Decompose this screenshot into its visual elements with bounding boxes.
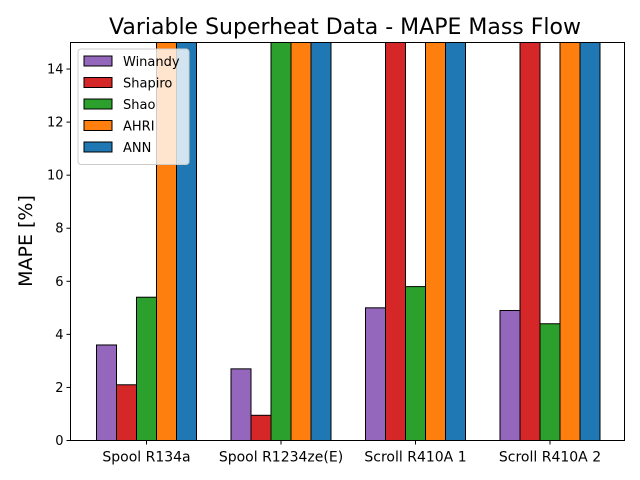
y-tick-label: 12 bbox=[47, 116, 64, 131]
bar-ann-2 bbox=[445, 42, 466, 441]
bar-shao-3 bbox=[539, 323, 561, 441]
legend-swatch-shao bbox=[83, 98, 113, 110]
y-tick-label: 0 bbox=[55, 434, 63, 449]
bar-shapiro-3 bbox=[519, 42, 541, 441]
bar-ahri-1 bbox=[290, 42, 312, 441]
bar-ahri-2 bbox=[425, 42, 446, 441]
bar-shao-1 bbox=[270, 42, 292, 441]
chart-title: Variable Superheat Data - MAPE Mass Flow bbox=[109, 15, 581, 40]
bar-shapiro-1 bbox=[250, 414, 272, 442]
y-tick-label: 10 bbox=[47, 169, 64, 184]
plot-frame bbox=[70, 42, 625, 441]
bar-shao-2 bbox=[405, 286, 426, 441]
bar-winandy-0 bbox=[96, 344, 117, 442]
y-tick-label: 6 bbox=[55, 275, 63, 290]
bar-ann-3 bbox=[579, 42, 601, 441]
legend-label-shapiro: Shapiro bbox=[123, 77, 172, 92]
bar-ahri-3 bbox=[559, 42, 581, 441]
y-axis-ticks: 0 2 4 6 8 10 12 14 bbox=[47, 63, 71, 449]
x-tick-label: Scroll R410A 1 bbox=[364, 450, 466, 466]
legend-swatch-ann bbox=[83, 141, 113, 153]
legend-label-ann: ANN bbox=[123, 141, 151, 156]
x-tick-label: Spool R134a bbox=[102, 450, 190, 466]
y-tick-label: 4 bbox=[55, 328, 63, 343]
legend: Winandy Shapiro Shao AHRI ANN bbox=[77, 48, 190, 165]
y-tick-label: 14 bbox=[47, 63, 64, 78]
y-axis-label: MAPE [%] bbox=[15, 195, 37, 287]
legend-swatch-ahri bbox=[83, 120, 113, 131]
bar-ann-1 bbox=[310, 42, 332, 441]
legend-label-winandy: Winandy bbox=[123, 55, 180, 70]
y-tick-label: 2 bbox=[55, 381, 63, 396]
bar-shapiro-2 bbox=[385, 42, 406, 441]
legend-label-shao: Shao bbox=[123, 98, 155, 113]
legend-swatch-winandy bbox=[83, 55, 113, 67]
legend-swatch-shapiro bbox=[83, 77, 113, 88]
y-tick-label: 8 bbox=[55, 222, 63, 237]
x-tick-label: Spool R1234ze(E) bbox=[219, 450, 343, 466]
bar-winandy-1 bbox=[230, 368, 252, 441]
bar-shao-0 bbox=[136, 296, 157, 441]
bar-winandy-3 bbox=[499, 309, 521, 441]
legend-label-ahri: AHRI bbox=[123, 120, 155, 135]
x-tick-label: Scroll R410A 2 bbox=[499, 450, 601, 466]
bar-winandy-2 bbox=[365, 307, 386, 442]
bar-shapiro-0 bbox=[116, 384, 137, 441]
x-axis-ticks: Spool R134a Spool R1234ze(E) Scroll R410A … bbox=[102, 440, 601, 466]
